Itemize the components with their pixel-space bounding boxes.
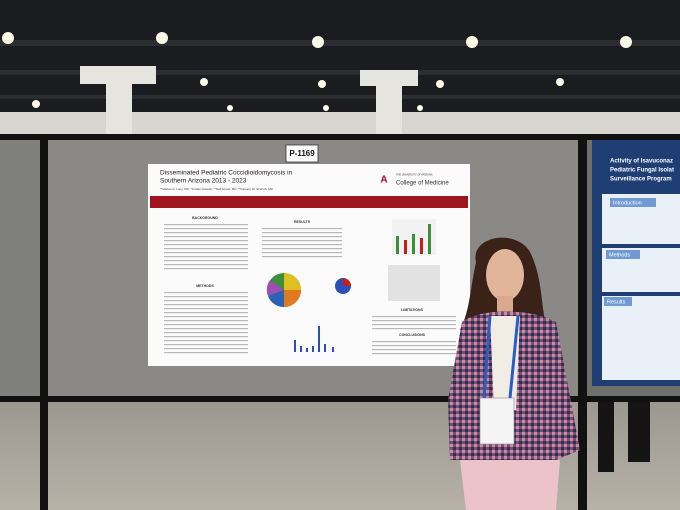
ceiling (0, 0, 680, 120)
booth-number: P-1169 (289, 149, 315, 158)
poster-authors: **Marian G. Lacy, MD; *Jordan Gotwalt; *… (160, 187, 274, 191)
poster-banner (150, 196, 468, 208)
section-heading: LIMITATIONS (401, 308, 424, 312)
poster-title: Southern Arizona 2013 - 2023 (160, 178, 247, 185)
bar-figure (294, 219, 440, 352)
side-title: Surveillance Program (610, 177, 672, 183)
section-heading: METHODS (196, 284, 214, 288)
side-section: Methods (609, 252, 630, 258)
side-section: Introduction (613, 200, 642, 206)
logo-a: A (380, 175, 387, 186)
background-person (598, 402, 650, 472)
side-title: Pediatric Fungal Isolat (610, 168, 674, 174)
ceiling-trusses (0, 40, 680, 99)
columns (80, 66, 418, 140)
presenter (448, 237, 580, 510)
institution: College of Medicine (396, 181, 449, 187)
pie-figure (266, 273, 351, 308)
side-section: Results (607, 299, 626, 305)
body-text-lines (164, 224, 456, 355)
main-poster: Disseminated Pediatric Coccidioidomycosi… (148, 164, 470, 366)
section-heading: BACKGROUND (192, 216, 218, 220)
poster-title: Disseminated Pediatric Coccidioidomycosi… (160, 170, 293, 177)
institution-small: THE UNIVERSITY OF ARIZONA (396, 174, 433, 177)
side-title: Activity of Isavuconaz (610, 159, 673, 165)
section-heading: RESULTS (294, 220, 311, 224)
side-poster: Activity of Isavuconaz Pediatric Fungal … (592, 140, 680, 386)
section-heading: CONCLUSIONS (399, 333, 426, 337)
booth-card (285, 144, 319, 163)
